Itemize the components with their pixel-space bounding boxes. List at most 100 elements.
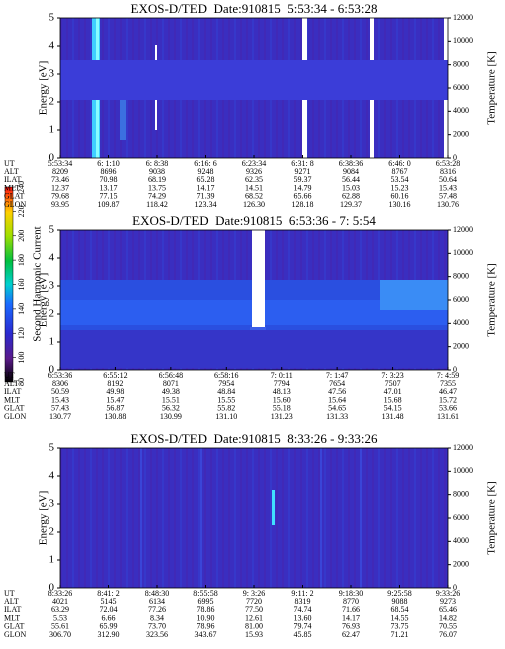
table-cell: 8:33:26	[48, 589, 72, 598]
table-cell: 9273	[440, 597, 456, 606]
table-cell: 312.90	[98, 630, 120, 639]
table-cell: 15.64	[328, 395, 346, 404]
table-cell: 9248	[198, 167, 214, 176]
table-cell: 47.01	[384, 387, 402, 396]
table-cell: 6: 8:38	[146, 159, 168, 168]
spectrogram-feature	[60, 330, 448, 368]
y-tick-label: 5	[49, 12, 55, 24]
spectrogram-stripe	[402, 448, 404, 588]
table-cell: 9:33:26	[436, 589, 460, 598]
spectrogram-stripe	[102, 448, 104, 588]
spectrogram-stripe	[294, 448, 296, 588]
spectrogram-feature	[252, 230, 265, 327]
spectrogram-stripe	[414, 448, 416, 588]
table-cell: 8071	[163, 379, 179, 388]
table-cell: 8209	[52, 167, 68, 176]
spectrogram-stripe	[270, 448, 272, 588]
y2-tick-label: 2000	[453, 341, 469, 350]
spectrogram-stripe	[150, 448, 152, 588]
spectrogram-stripe	[282, 448, 284, 588]
table-cell: 12.37	[51, 183, 69, 192]
y2-tick-label: 12000	[453, 13, 473, 22]
spectrogram-feature	[120, 100, 126, 140]
table-cell: 9088	[392, 597, 408, 606]
colorbar-tick-label: 100	[17, 352, 26, 364]
table-cell: 79.68	[51, 192, 69, 201]
table-cell: 6:55:12	[103, 371, 127, 380]
table-cell: 109.87	[98, 200, 120, 209]
table-cell: 306.70	[49, 630, 71, 639]
colorbar-tick-label: 80	[17, 378, 26, 386]
spectrogram-stripe	[378, 448, 380, 588]
y2-tick-label: 0	[453, 365, 457, 374]
table-cell: 14.82	[439, 613, 457, 622]
table-cell: 129.37	[340, 200, 362, 209]
table-cell: 131.23	[271, 412, 293, 421]
spectrogram-stripe	[138, 448, 140, 588]
table-row-label: GLAT	[4, 192, 25, 201]
table-row-label: UT	[4, 371, 15, 380]
spectrogram-stripe	[186, 448, 188, 588]
spectrogram-stripe	[348, 448, 350, 588]
table-row-label: ILAT	[4, 387, 21, 396]
spectrogram-stripe	[60, 448, 62, 588]
table-cell: 76.07	[439, 630, 457, 639]
y-tick-label: 0	[49, 152, 55, 164]
spectrogram-stripe	[438, 448, 440, 588]
spectrogram-feature	[320, 448, 322, 588]
table-cell: 10.90	[197, 613, 215, 622]
y-tick-label: 3	[49, 68, 55, 80]
table-cell: 12.61	[245, 613, 263, 622]
table-cell: 343.67	[195, 630, 217, 639]
table-cell: 128.18	[292, 200, 314, 209]
table-cell: 50.59	[51, 387, 69, 396]
table-cell: 56.44	[342, 175, 360, 184]
table-cell: 65.99	[100, 622, 118, 631]
spectrogram-stripe	[420, 448, 422, 588]
table-cell: 8:41: 2	[97, 589, 119, 598]
table-cell: 77.15	[100, 192, 118, 201]
table-cell: 6995	[198, 597, 214, 606]
table-row-label: UT	[4, 159, 15, 168]
spectrogram-feature	[200, 448, 202, 588]
y2-tick-label: 8000	[453, 489, 469, 498]
table-cell: 7720	[246, 597, 262, 606]
spectrogram-stripe	[372, 448, 374, 588]
colorbar-label: Second Harmonic Current	[32, 226, 44, 341]
table-cell: 74.29	[148, 192, 166, 201]
y2-tick-label: 0	[453, 153, 457, 162]
y2-tick-label: 12000	[453, 443, 473, 452]
table-row-label: GLAT	[4, 404, 25, 413]
table-cell: 73.75	[391, 622, 409, 631]
y2-tick-label: 2000	[453, 559, 469, 568]
table-row-label: GLON	[4, 412, 26, 421]
table-cell: 131.61	[437, 412, 459, 421]
table-cell: 49.38	[162, 387, 180, 396]
spectrogram-stripe	[330, 448, 332, 588]
table-cell: 78.86	[197, 605, 215, 614]
table-cell: 15.72	[439, 395, 457, 404]
table-cell: 6:38:36	[339, 159, 363, 168]
table-cell: 68.52	[245, 192, 263, 201]
y-tick-label: 5	[49, 224, 55, 236]
spectrogram-stripe	[306, 448, 308, 588]
chart-title: EXOS-D/TED Date:910815 8:33:26 - 9:33:26	[131, 431, 378, 446]
table-row-label: ALT	[4, 597, 19, 606]
table-cell: 7: 4:59	[437, 371, 459, 380]
spectrogram-stripe	[96, 448, 98, 588]
table-cell: 323.56	[146, 630, 168, 639]
table-cell: 130.99	[160, 412, 182, 421]
table-cell: 130.88	[104, 412, 126, 421]
table-cell: 130.16	[389, 200, 411, 209]
spectrogram-stripe	[168, 448, 170, 588]
table-cell: 9326	[246, 167, 262, 176]
y2-axis-label: Temperature [K]	[486, 263, 498, 336]
y2-tick-label: 6000	[453, 295, 469, 304]
table-cell: 72.04	[100, 605, 118, 614]
table-cell: 65.28	[197, 175, 215, 184]
table-cell: 13.60	[294, 613, 312, 622]
table-cell: 15.47	[106, 395, 124, 404]
table-cell: 71.39	[197, 192, 215, 201]
spectrogram-stripe	[120, 448, 122, 588]
y2-tick-label: 2000	[453, 129, 469, 138]
